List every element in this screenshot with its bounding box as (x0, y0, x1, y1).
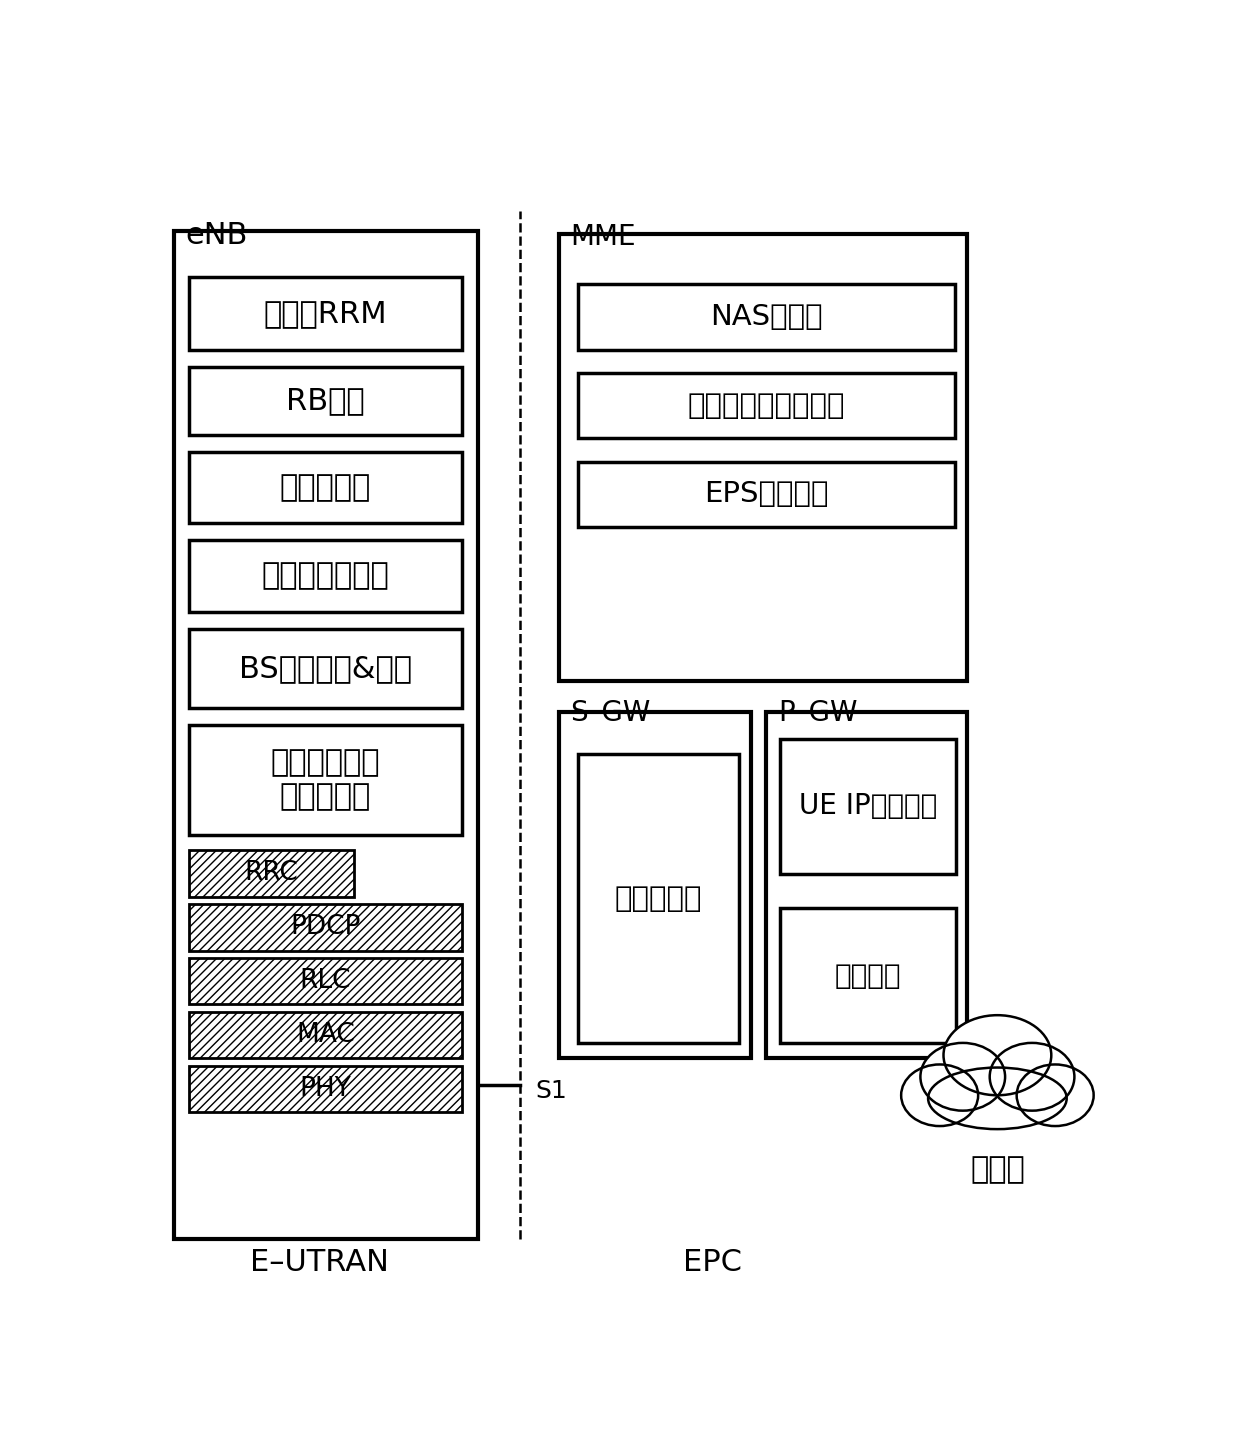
Text: 移动性锁定: 移动性锁定 (615, 884, 702, 913)
Ellipse shape (1017, 1064, 1094, 1126)
Bar (174, 230, 477, 1240)
Text: MME: MME (570, 223, 636, 252)
Bar (188, 367, 463, 435)
Bar (188, 540, 463, 612)
Text: BS测量配置&规定: BS测量配置&规定 (239, 654, 412, 683)
Text: NAS安全性: NAS安全性 (711, 304, 822, 331)
Text: RRC: RRC (244, 861, 299, 887)
Text: EPS承载控制: EPS承载控制 (704, 481, 828, 508)
Bar (188, 1012, 463, 1058)
Text: P–GW: P–GW (777, 700, 857, 727)
Text: PDCP: PDCP (290, 914, 361, 940)
Text: E–UTRAN: E–UTRAN (250, 1248, 389, 1277)
Bar (188, 958, 463, 1005)
Bar (188, 276, 463, 350)
Bar (188, 904, 463, 950)
Bar (766, 711, 967, 1058)
Bar (780, 739, 956, 874)
Text: EPC: EPC (683, 1248, 742, 1277)
Bar (578, 755, 739, 1043)
Text: 小区间RRM: 小区间RRM (264, 300, 387, 328)
Text: 动态资源分配
（调度器）: 动态资源分配 （调度器） (270, 749, 381, 811)
Bar (188, 1066, 463, 1112)
Text: 无线电允许控制: 无线电允许控制 (262, 562, 389, 590)
Bar (188, 724, 463, 835)
Ellipse shape (928, 1067, 1066, 1129)
Text: 空闲状态移动性处理: 空闲状态移动性处理 (688, 392, 846, 419)
Text: eNB: eNB (185, 220, 248, 249)
Text: 连接移动性: 连接移动性 (280, 472, 371, 503)
Bar (558, 711, 751, 1058)
Ellipse shape (920, 1043, 1006, 1110)
Text: RB控制: RB控制 (286, 386, 365, 415)
Bar (578, 462, 955, 527)
Text: UE IP地址分配: UE IP地址分配 (799, 792, 937, 821)
Bar (558, 235, 967, 681)
Ellipse shape (901, 1064, 978, 1126)
Text: S–GW: S–GW (570, 700, 651, 727)
Bar (780, 909, 956, 1043)
Text: S1: S1 (536, 1079, 567, 1103)
Bar (578, 373, 955, 438)
Text: RLC: RLC (300, 968, 351, 994)
Text: 分组过滤: 分组过滤 (835, 962, 901, 989)
Bar (578, 285, 955, 350)
Text: PHY: PHY (300, 1076, 351, 1102)
Ellipse shape (990, 1043, 1074, 1110)
Ellipse shape (944, 1015, 1052, 1096)
Bar (188, 851, 355, 897)
Bar (188, 452, 463, 523)
Bar (188, 629, 463, 708)
Text: 互联网: 互联网 (970, 1155, 1024, 1185)
Text: MAC: MAC (296, 1022, 355, 1048)
